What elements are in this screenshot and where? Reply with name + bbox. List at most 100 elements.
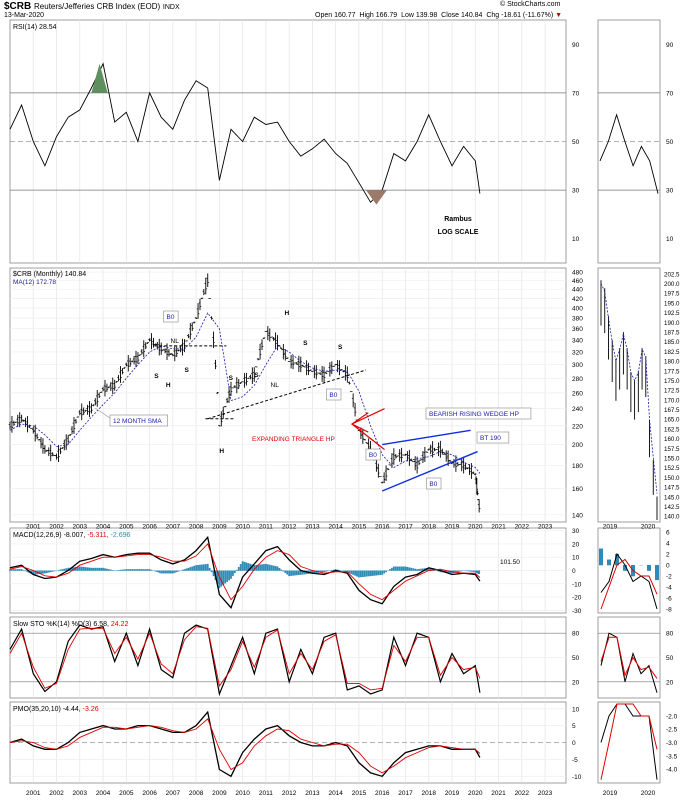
- nl-label-2008: NL: [171, 338, 180, 345]
- macd-histogram-bar: [454, 570, 457, 573]
- macd-histogram-bar: [177, 570, 180, 572]
- high-value: 166.79: [375, 12, 398, 19]
- macd-histogram-bar: [75, 566, 77, 571]
- chg-value: -18.61 (-11.67%): [501, 12, 554, 19]
- price-inset-y-tick-label: 162.5: [664, 426, 680, 433]
- macd-histogram-bar: [354, 570, 356, 576]
- macd-histogram-bar: [57, 570, 60, 571]
- macd-histogram-bar: [280, 569, 283, 571]
- price-inset-y-tick-label: 177.5: [664, 368, 680, 375]
- macd-histogram-bar: [202, 564, 205, 571]
- macd-histogram-bar: [131, 569, 134, 571]
- macd-histogram-bar: [9, 569, 11, 571]
- macd-histogram-bar: [42, 570, 44, 574]
- price-y-tick-label: 360: [572, 326, 583, 333]
- sto-y-tick-label: 50: [572, 655, 580, 662]
- price-y-tick-label: 380: [572, 316, 583, 323]
- macd-histogram-bar: [412, 568, 415, 571]
- macd-histogram-bar: [233, 570, 236, 574]
- macd-histogram-bar: [263, 564, 265, 571]
- sto-inset-k-line: [600, 632, 658, 693]
- macd-histogram-bar: [449, 570, 451, 574]
- exchange: INDX: [162, 4, 180, 11]
- pmo-line: [9, 710, 481, 778]
- price-x-tick-label: 2016: [375, 524, 390, 531]
- macd-histogram-bar: [268, 564, 271, 571]
- macd-histogram-bar: [367, 570, 370, 577]
- sto-legend-k: 6.58,: [93, 621, 111, 628]
- macd-histogram-bar: [406, 566, 409, 571]
- macd-histogram-bar: [137, 569, 139, 571]
- macd-histogram-bar: [276, 566, 279, 571]
- macd-histogram-bar: [117, 570, 120, 571]
- nl-label-2014: NL: [271, 382, 280, 389]
- log-scale-annotation: LOG SCALE: [438, 229, 479, 236]
- wedge-label: BEARISH RISING WEDGE HP: [429, 411, 519, 418]
- price-inset-y-tick-label: 140.0: [664, 514, 680, 521]
- open-value: 160.77: [334, 12, 356, 19]
- macd-histogram-bar: [358, 570, 360, 578]
- macd-histogram-bar: [418, 568, 420, 571]
- bottom-x-tick-label: 2007: [166, 790, 181, 797]
- macd-histogram-bar: [398, 566, 401, 571]
- price-inset-y-tick-label: 182.5: [664, 349, 680, 356]
- price-y-tick-label: 240: [572, 406, 583, 413]
- macd-histogram-bar: [377, 570, 380, 576]
- bottom-x-tick-label: 2008: [189, 790, 204, 797]
- price-x-tick-label: 2023: [538, 524, 553, 531]
- macd-histogram-bar: [414, 568, 417, 571]
- bottom-x-tick-label: 2012: [282, 790, 297, 797]
- macd-histogram-bar: [106, 568, 108, 571]
- macd-histogram-bar: [396, 566, 399, 571]
- macd-legend: MACD(12,26,9) -8.007, -5.311, -2.696: [13, 532, 131, 539]
- macd-signal-line: [9, 543, 481, 601]
- macd-histogram-bar: [369, 570, 372, 577]
- price-y-tick-label: 320: [572, 349, 583, 356]
- macd-histogram-bar: [104, 568, 106, 571]
- price-x-tick-label: 2010: [235, 524, 250, 531]
- price-x-tick-label: 2012: [282, 524, 297, 531]
- bottom-x-tick-label: 2019: [445, 790, 460, 797]
- price-inset-y-tick-label: 145.0: [664, 494, 680, 501]
- h-label-2011: H: [285, 310, 290, 317]
- macd-histogram-bar: [201, 564, 203, 571]
- macd-histogram-bar: [61, 569, 64, 571]
- chart-title: $CRB Reuters/Jefferies CRB Index (EOD) I…: [4, 1, 180, 12]
- macd-histogram-bar: [71, 567, 73, 571]
- pmo-legend-signal: -3.26: [83, 706, 99, 713]
- bottom-x-tick-label: 2013: [305, 790, 320, 797]
- expanding-triangle-label: EXPANDING TRIANGLE HP: [252, 436, 335, 443]
- rsi-inset-y-tick-label: 10: [666, 236, 674, 243]
- chg-label: Chg: [486, 12, 500, 19]
- macd-histogram-bar: [429, 568, 432, 571]
- price-x-tick-label: 2019: [445, 524, 460, 531]
- macd-histogram-bar: [63, 568, 66, 571]
- sto-inset-y-tick-label: 50: [666, 655, 674, 662]
- pmo-legend-value: -4.44,: [63, 706, 83, 713]
- macd-histogram-bar: [76, 566, 79, 571]
- price-x-tick-label: 2008: [189, 524, 204, 531]
- rsi-y-tick-label: 10: [572, 236, 580, 243]
- close-value: 140.84: [461, 12, 483, 19]
- price-y-tick-label: 300: [572, 362, 583, 369]
- price-inset-y-tick-label: 155.0: [664, 456, 680, 463]
- macd-histogram-bar: [239, 564, 242, 571]
- macd-histogram-bar: [255, 564, 258, 571]
- rsi-line: [9, 62, 481, 204]
- macd-histogram-bar: [470, 570, 473, 572]
- macd-histogram-bar: [162, 570, 165, 574]
- macd-histogram-bar: [472, 570, 475, 572]
- macd-histogram-bar: [243, 561, 246, 571]
- macd-histogram-bar: [389, 569, 391, 571]
- macd-histogram-bar: [51, 570, 54, 572]
- bo-label-2018-box: [426, 477, 442, 490]
- macd-histogram-bar: [359, 570, 362, 578]
- macd-histogram-bar: [175, 570, 178, 573]
- s-label-3: S: [229, 375, 234, 382]
- macd-histogram-bar: [121, 569, 124, 571]
- bottom-x-tick-label: 2002: [49, 790, 64, 797]
- macd-histogram-bar: [43, 570, 46, 574]
- macd-histogram-bar: [78, 566, 81, 571]
- macd-histogram-bar: [98, 567, 101, 571]
